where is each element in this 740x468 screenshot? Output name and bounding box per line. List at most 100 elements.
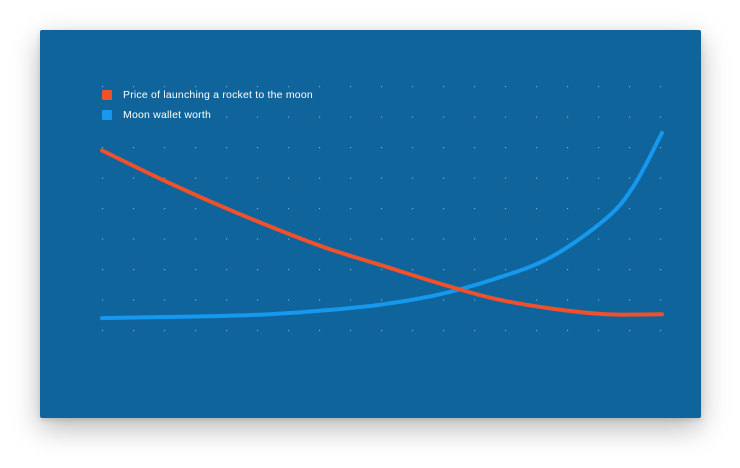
grid-dot xyxy=(443,147,445,149)
grid-dot xyxy=(102,269,104,271)
grid-dot xyxy=(133,299,135,301)
grid-dot xyxy=(474,299,476,301)
grid-dot xyxy=(567,147,569,149)
grid-dot xyxy=(381,208,383,210)
grid-dot xyxy=(629,238,631,240)
grid-dot xyxy=(381,299,383,301)
grid-dot xyxy=(102,208,104,210)
grid-dot xyxy=(412,177,414,179)
grid-dot xyxy=(443,238,445,240)
grid-dot xyxy=(164,86,166,88)
grid-dot xyxy=(598,238,600,240)
grid-dot xyxy=(257,177,259,179)
grid-dot xyxy=(133,208,135,210)
grid-dot xyxy=(102,238,104,240)
grid-dot xyxy=(381,177,383,179)
legend-label-wallet: Moon wallet worth xyxy=(123,109,212,121)
grid-dot xyxy=(350,238,352,240)
grid-dot xyxy=(598,299,600,301)
grid-dot xyxy=(102,86,104,88)
grid-dot xyxy=(567,208,569,210)
grid-dot xyxy=(381,330,383,332)
grid-dot xyxy=(536,147,538,149)
grid-dot xyxy=(350,177,352,179)
grid-dot xyxy=(164,208,166,210)
grid-dot xyxy=(288,238,290,240)
grid-dot xyxy=(195,238,197,240)
grid-dot xyxy=(660,269,662,271)
line-chart xyxy=(40,30,701,418)
grid-dot xyxy=(474,269,476,271)
grid-dot xyxy=(598,208,600,210)
grid-dot xyxy=(288,177,290,179)
grid-dot xyxy=(226,330,228,332)
grid-dot xyxy=(257,116,259,118)
grid-dot xyxy=(164,330,166,332)
grid-dot xyxy=(288,147,290,149)
grid-dot xyxy=(598,147,600,149)
grid-dot xyxy=(412,208,414,210)
series-line-wallet xyxy=(100,130,664,321)
grid-dot xyxy=(567,269,569,271)
grid-dot xyxy=(660,147,662,149)
grid-dot xyxy=(505,208,507,210)
grid-dot xyxy=(505,147,507,149)
grid-dot xyxy=(195,86,197,88)
grid-dot xyxy=(412,86,414,88)
grid-dot xyxy=(319,147,321,149)
grid-dot xyxy=(133,116,135,118)
grid-dot xyxy=(195,208,197,210)
legend-item-wallet: Moon wallet worth xyxy=(102,105,313,125)
legend-swatch-price xyxy=(102,90,112,100)
grid-dot xyxy=(567,330,569,332)
grid-dot xyxy=(319,269,321,271)
grid-dot xyxy=(443,116,445,118)
grid-dot xyxy=(629,208,631,210)
grid-dot xyxy=(195,330,197,332)
grid-dot xyxy=(567,116,569,118)
grid-dot xyxy=(660,299,662,301)
grid-dot xyxy=(381,238,383,240)
grid-dot xyxy=(660,238,662,240)
grid-dot xyxy=(350,116,352,118)
grid-dot xyxy=(629,147,631,149)
grid-dot xyxy=(226,116,228,118)
grid-dot xyxy=(536,86,538,88)
grid-dot xyxy=(350,269,352,271)
grid-dot xyxy=(288,86,290,88)
grid-dot xyxy=(381,269,383,271)
grid-dot xyxy=(474,208,476,210)
grid-dot xyxy=(536,208,538,210)
grid-dot xyxy=(133,238,135,240)
grid-dot xyxy=(567,177,569,179)
grid-dot xyxy=(350,330,352,332)
grid-dot xyxy=(257,86,259,88)
grid-dot xyxy=(536,269,538,271)
grid-dot xyxy=(598,330,600,332)
grid-dot xyxy=(164,269,166,271)
grid-dot xyxy=(195,269,197,271)
chart-card: Price of launching a rocket to the moon … xyxy=(40,30,701,418)
grid-dot xyxy=(195,116,197,118)
grid-dot xyxy=(629,116,631,118)
grid-dot xyxy=(257,330,259,332)
series-line-price xyxy=(100,148,664,317)
grid-dot xyxy=(629,269,631,271)
grid-dot xyxy=(319,177,321,179)
grid-dot xyxy=(505,330,507,332)
grid-dot xyxy=(474,86,476,88)
grid-dot xyxy=(164,238,166,240)
grid-dot xyxy=(443,86,445,88)
grid-dot xyxy=(350,147,352,149)
legend-swatch-wallet xyxy=(102,110,112,120)
grid-dot xyxy=(536,116,538,118)
grid-dot xyxy=(381,86,383,88)
grid-dot xyxy=(443,330,445,332)
grid-dot xyxy=(226,177,228,179)
grid-dot xyxy=(505,238,507,240)
legend-label-price: Price of launching a rocket to the moon xyxy=(123,89,313,101)
grid-dot xyxy=(412,116,414,118)
grid-dot xyxy=(133,86,135,88)
legend-item-price: Price of launching a rocket to the moon xyxy=(102,85,313,105)
grid-dot xyxy=(133,269,135,271)
